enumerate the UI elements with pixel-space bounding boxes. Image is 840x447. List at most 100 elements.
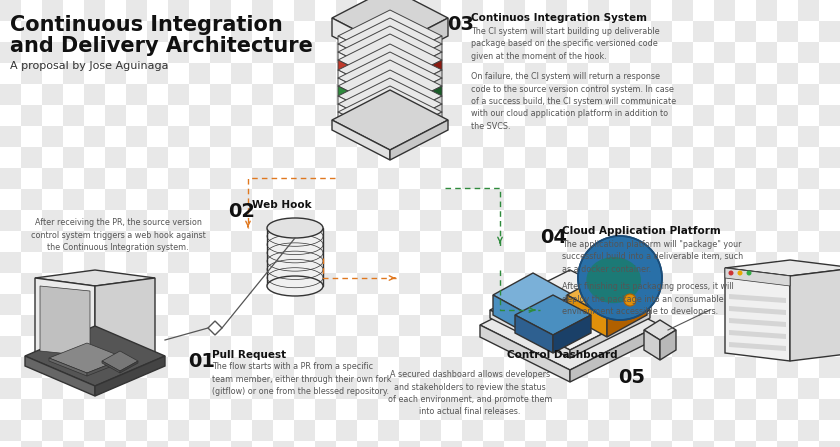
Bar [546, 336, 567, 357]
Polygon shape [729, 330, 786, 339]
Bar [378, 84, 399, 105]
Bar [504, 42, 525, 63]
Bar [609, 231, 630, 252]
Bar [609, 357, 630, 378]
Bar [567, 357, 588, 378]
Bar [63, 273, 84, 294]
Bar [588, 147, 609, 168]
Bar [294, 210, 315, 231]
Bar [294, 189, 315, 210]
Bar [504, 231, 525, 252]
Bar [567, 168, 588, 189]
Bar [21, 336, 42, 357]
Text: A secured dashboard allows developers
and stakeholders to review the status
of e: A secured dashboard allows developers an… [388, 370, 552, 417]
Bar [504, 63, 525, 84]
Bar [588, 231, 609, 252]
Bar [651, 399, 672, 420]
Bar [630, 0, 651, 21]
Bar [462, 21, 483, 42]
Bar [693, 273, 714, 294]
Bar [399, 189, 420, 210]
Bar [315, 42, 336, 63]
Bar [798, 147, 819, 168]
Bar [42, 126, 63, 147]
Bar [189, 441, 210, 447]
Bar [21, 252, 42, 273]
Bar [126, 0, 147, 21]
Bar [84, 84, 105, 105]
Bar [294, 336, 315, 357]
Bar [0, 0, 21, 21]
Polygon shape [390, 52, 442, 86]
Bar [714, 126, 735, 147]
Bar [798, 63, 819, 84]
Bar [63, 252, 84, 273]
Bar [735, 399, 756, 420]
Bar [588, 189, 609, 210]
Bar [231, 420, 252, 441]
Bar [357, 210, 378, 231]
Bar [504, 168, 525, 189]
Bar [651, 273, 672, 294]
Bar [672, 168, 693, 189]
Bar [21, 0, 42, 21]
Text: A proposal by Jose Aguinaga: A proposal by Jose Aguinaga [10, 61, 169, 71]
Bar [315, 21, 336, 42]
Bar [21, 441, 42, 447]
Bar [420, 378, 441, 399]
Bar [0, 105, 21, 126]
Bar [315, 105, 336, 126]
Bar [798, 189, 819, 210]
Bar [546, 126, 567, 147]
Bar [567, 84, 588, 105]
Bar [798, 315, 819, 336]
Bar [378, 210, 399, 231]
Bar [735, 273, 756, 294]
Bar [462, 273, 483, 294]
Bar [714, 273, 735, 294]
Bar [21, 21, 42, 42]
Bar [525, 189, 546, 210]
Bar [504, 294, 525, 315]
Bar [273, 231, 294, 252]
Bar [42, 252, 63, 273]
Bar [21, 168, 42, 189]
Bar [252, 420, 273, 441]
Bar [630, 105, 651, 126]
Bar [231, 399, 252, 420]
Bar [756, 42, 777, 63]
Bar [399, 420, 420, 441]
Bar [735, 147, 756, 168]
Bar [567, 399, 588, 420]
Polygon shape [390, 120, 448, 160]
Polygon shape [729, 306, 786, 315]
Polygon shape [790, 268, 840, 361]
Bar [504, 273, 525, 294]
Bar [210, 168, 231, 189]
Polygon shape [338, 34, 442, 86]
Text: 03: 03 [447, 15, 474, 34]
Bar [336, 63, 357, 84]
Bar [609, 294, 630, 315]
Bar [777, 399, 798, 420]
Polygon shape [390, 78, 442, 112]
Bar [168, 420, 189, 441]
Bar [294, 105, 315, 126]
Bar [567, 315, 588, 336]
Bar [294, 21, 315, 42]
Bar [504, 189, 525, 210]
Bar [0, 84, 21, 105]
Polygon shape [332, 18, 390, 66]
Bar [777, 252, 798, 273]
Bar [504, 126, 525, 147]
Bar [441, 420, 462, 441]
Bar [168, 210, 189, 231]
Bar [399, 21, 420, 42]
Bar [21, 315, 42, 336]
Bar [756, 231, 777, 252]
Bar [483, 42, 504, 63]
Bar [315, 441, 336, 447]
Bar [714, 189, 735, 210]
Bar [735, 336, 756, 357]
Bar [105, 357, 126, 378]
